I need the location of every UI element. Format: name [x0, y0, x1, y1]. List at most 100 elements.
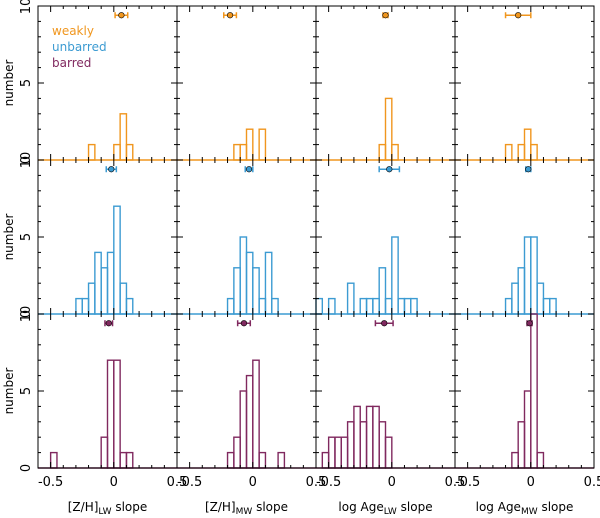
y-tick-label: 10 — [19, 152, 34, 169]
mean-marker — [108, 166, 115, 173]
histogram-bar — [119, 451, 128, 469]
histogram-bar — [233, 143, 241, 161]
histogram-bar — [277, 451, 286, 469]
histogram-bar — [378, 421, 387, 469]
histogram-bar — [252, 267, 260, 315]
histogram-bar — [359, 297, 368, 315]
x-tick-label: 0.5 — [584, 475, 600, 490]
x-tick-label: 0 — [388, 475, 396, 490]
mean-marker — [515, 12, 522, 19]
x-tick-label: -0.5 — [177, 475, 202, 490]
x-tick-label: 0.5 — [306, 475, 327, 490]
mean-marker — [382, 12, 389, 19]
histogram-bar — [378, 267, 387, 315]
histogram-bar — [384, 297, 393, 315]
histogram-bar — [536, 282, 545, 315]
histogram-bar — [258, 297, 267, 315]
histogram-bar — [410, 297, 418, 315]
x-axis-title: [Z/H]MW slope — [205, 500, 288, 517]
mean-marker — [525, 166, 532, 173]
histogram-bar — [119, 113, 128, 161]
histogram-bar — [113, 359, 121, 469]
histogram-bar — [233, 267, 241, 315]
histogram-bar — [245, 128, 254, 161]
histogram-bar — [239, 390, 248, 469]
legend-entry: barred — [52, 56, 91, 70]
histogram-bar — [378, 143, 387, 161]
mean-marker — [245, 166, 253, 173]
histogram-bar — [346, 421, 355, 469]
histogram-bar — [549, 297, 557, 315]
histogram-bar — [530, 236, 538, 315]
histogram-bar — [334, 436, 342, 469]
histogram-bar — [75, 297, 83, 315]
histogram-bar — [258, 451, 267, 469]
histogram-bar — [245, 374, 254, 469]
y-tick-label: 5 — [19, 79, 34, 87]
histogram-bar — [504, 143, 513, 161]
histogram-bar — [49, 451, 58, 469]
mean-marker — [226, 12, 234, 19]
histogram-bar — [87, 282, 96, 315]
histogram-bar — [94, 251, 102, 315]
histogram-bar — [258, 128, 267, 161]
x-axis-title: [Z/H]LW slope — [68, 500, 148, 517]
x-tick-label: 0.5 — [167, 475, 188, 490]
histogram-bar — [391, 236, 399, 315]
y-tick-label: 0 — [19, 464, 34, 472]
histogram-bar — [233, 436, 241, 469]
histogram-bar — [87, 143, 96, 161]
legend-entry: unbarred — [52, 40, 107, 54]
histogram-bar — [523, 128, 532, 161]
mean-marker — [240, 320, 248, 327]
x-axis-title: log AgeLW slope — [338, 500, 432, 517]
histogram-bar — [106, 251, 115, 315]
y-tick-label: 5 — [19, 233, 34, 241]
x-axis-title: log AgeMW slope — [476, 500, 574, 517]
histogram-bar — [239, 143, 248, 161]
histogram-bar — [100, 436, 109, 469]
mean-marker — [386, 166, 393, 173]
mean-marker — [118, 12, 125, 19]
y-tick-label: 5 — [19, 387, 34, 395]
histogram-bar — [511, 451, 519, 469]
x-tick-label: -0.5 — [316, 475, 341, 490]
histogram-bar — [252, 359, 260, 469]
histogram-bar — [327, 436, 336, 469]
histogram-bar — [542, 297, 551, 315]
y-tick-label: 10 — [19, 0, 34, 14]
histogram-bar — [397, 297, 406, 315]
histogram-bar — [523, 390, 532, 469]
histogram-bar — [517, 267, 526, 315]
histogram-bar — [403, 297, 412, 315]
histogram-bar — [372, 405, 380, 469]
histogram-bar — [106, 359, 115, 469]
legend-entry: weakly — [52, 24, 94, 38]
histogram-bar — [245, 251, 254, 315]
y-tick-label: 0 — [19, 156, 34, 164]
histogram-bar — [384, 436, 393, 469]
mean-marker — [381, 320, 388, 327]
mean-marker — [526, 320, 533, 327]
histogram-bar — [226, 451, 235, 469]
histogram-bar — [517, 421, 526, 469]
histogram-bar — [113, 205, 121, 315]
histogram-bar — [125, 451, 134, 469]
histogram-bar — [81, 297, 90, 315]
histogram-bar — [504, 297, 513, 315]
x-tick-label: 0 — [527, 475, 535, 490]
histogram-bar — [125, 297, 134, 315]
histogram-bar — [100, 267, 109, 315]
histogram-bar — [113, 143, 121, 161]
x-tick-label: -0.5 — [455, 475, 480, 490]
x-tick-label: 0.5 — [445, 475, 466, 490]
histogram-bar — [340, 436, 349, 469]
histogram-bar — [530, 313, 538, 469]
y-axis-title: number — [2, 214, 16, 261]
histogram-bar — [353, 405, 361, 469]
y-tick-label: 0 — [19, 310, 34, 318]
histogram-bar — [264, 251, 273, 315]
histogram-bar — [372, 297, 380, 315]
histogram-bar — [517, 143, 526, 161]
